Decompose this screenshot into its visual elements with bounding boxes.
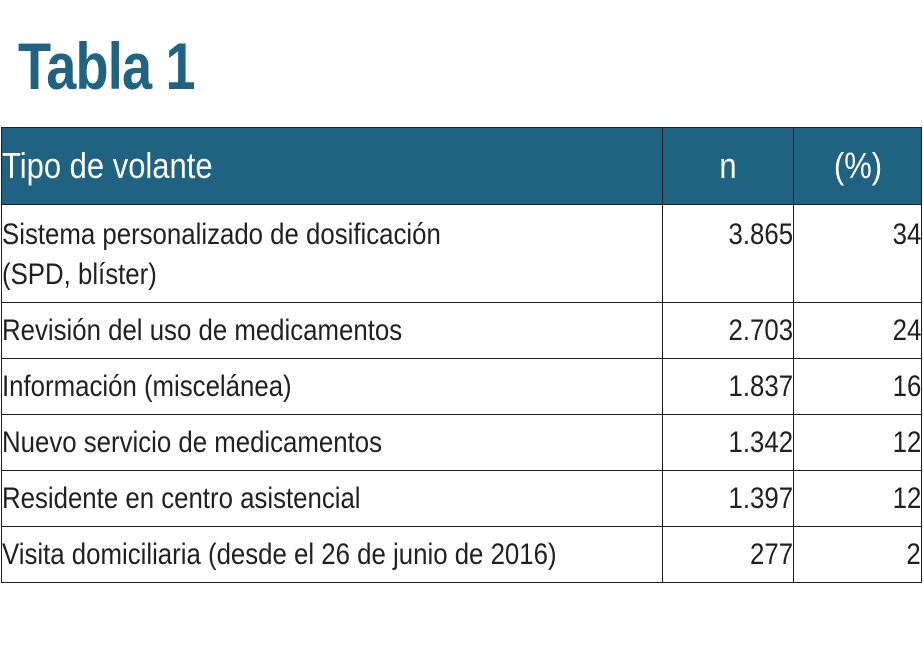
row-count: 1.342 bbox=[662, 414, 794, 471]
row-label: Residente en centro asistencial bbox=[1, 470, 663, 527]
table-header: Tipo de volante n (%) bbox=[1, 127, 922, 205]
row-count: 3.865 bbox=[662, 204, 794, 303]
column-header-n: n bbox=[662, 127, 794, 205]
row-label: Visita domiciliaria (desde el 26 de juni… bbox=[1, 526, 663, 583]
row-count: 1.397 bbox=[662, 470, 794, 527]
table-row: Sistema personalizado de dosificación (S… bbox=[1, 204, 922, 303]
row-percent: 12 bbox=[793, 414, 922, 471]
volante-table: Tipo de volante n (%) Sistema personaliz… bbox=[1, 127, 922, 583]
table-row: Residente en centro asistencial 1.397 12 bbox=[1, 470, 922, 527]
header-row: Tipo de volante n (%) bbox=[1, 127, 922, 205]
row-percent: 12 bbox=[793, 470, 922, 527]
row-percent: 16 bbox=[793, 358, 922, 415]
table-row: Visita domiciliaria (desde el 26 de juni… bbox=[1, 526, 922, 583]
table-row: Revisión del uso de medicamentos 2.703 2… bbox=[1, 302, 922, 359]
row-percent: 24 bbox=[793, 302, 922, 359]
row-label: Nuevo servicio de medicamentos bbox=[1, 414, 663, 471]
table-row: Información (miscelánea) 1.837 16 bbox=[1, 358, 922, 415]
row-percent: 34 bbox=[793, 204, 922, 303]
row-label: Sistema personalizado de dosificación (S… bbox=[1, 204, 663, 303]
row-label: Revisión del uso de medicamentos bbox=[1, 302, 663, 359]
row-count: 1.837 bbox=[662, 358, 794, 415]
row-label: Información (miscelánea) bbox=[1, 358, 663, 415]
row-count: 2.703 bbox=[662, 302, 794, 359]
table-title: Tabla 1 bbox=[18, 29, 196, 103]
table-row: Nuevo servicio de medicamentos 1.342 12 bbox=[1, 414, 922, 471]
row-percent: 2 bbox=[793, 526, 922, 583]
column-header-tipo: Tipo de volante bbox=[1, 127, 663, 205]
column-header-percent: (%) bbox=[793, 127, 922, 205]
table-body: Sistema personalizado de dosificación (S… bbox=[1, 204, 922, 583]
row-count: 277 bbox=[662, 526, 794, 583]
